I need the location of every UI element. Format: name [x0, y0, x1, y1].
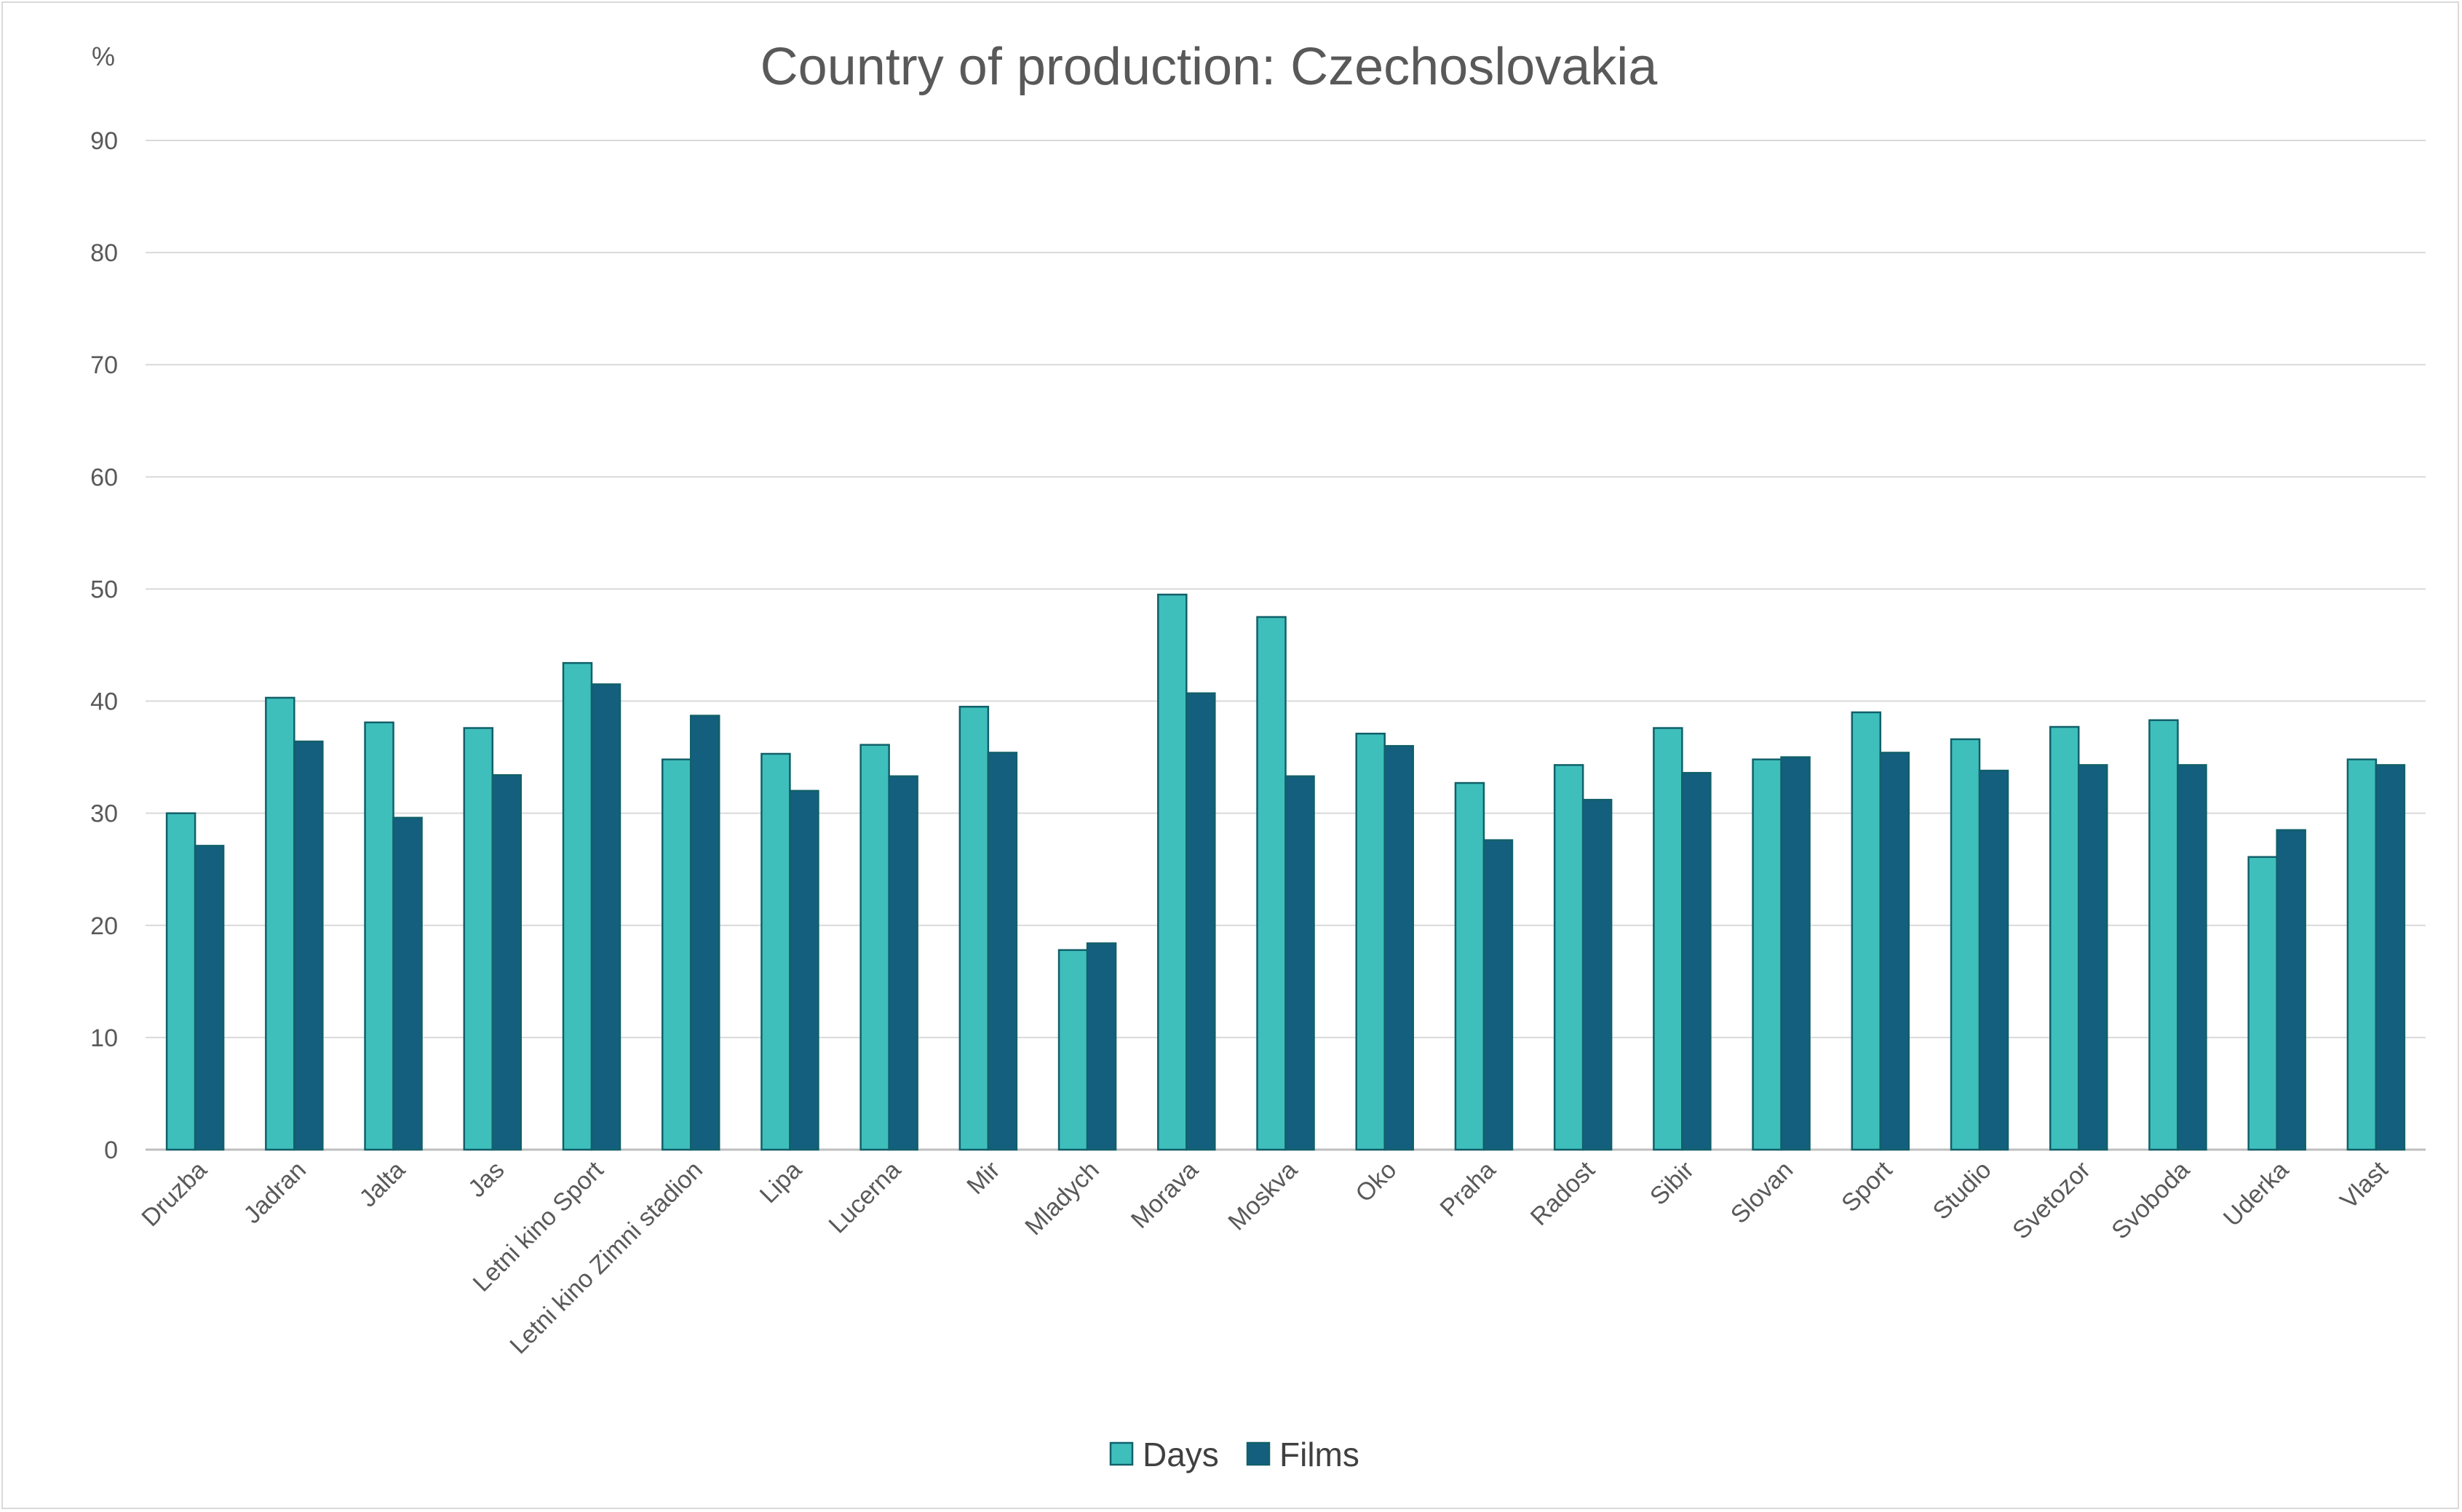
bar-days-sport	[1851, 711, 1882, 1151]
bar-days-mladych	[1057, 949, 1089, 1151]
bar-films-lipa	[789, 789, 819, 1151]
bar-days-vlast	[2346, 758, 2378, 1151]
bar-films-radost	[1581, 798, 1613, 1151]
legend-label-films: Films	[1279, 1436, 1359, 1473]
x-tick-label: Letni kino Zimni stadion	[504, 1156, 707, 1359]
x-tick-label: Vlast	[2335, 1155, 2394, 1214]
bar-films-sibir	[1681, 771, 1712, 1151]
bar-films-jadran	[293, 740, 324, 1151]
x-tick-label: Jas	[463, 1156, 509, 1203]
bar-films-mir	[987, 752, 1018, 1151]
x-tick-label: Praha	[1435, 1156, 1501, 1222]
bar-films-studio	[1978, 769, 2009, 1151]
x-tick-label: Oko	[1350, 1156, 1402, 1208]
y-tick-label: 20	[90, 912, 118, 940]
gridlines	[146, 140, 2426, 1151]
bar-days-praha	[1454, 781, 1485, 1151]
x-tick-label: Mir	[961, 1156, 1005, 1200]
y-axis-ticks: 0 10 20 30 40 50 60 70 80 90	[90, 127, 118, 1164]
x-tick-label: Lucerna	[824, 1156, 907, 1239]
bar-films-sport	[1879, 752, 1910, 1151]
bars	[165, 593, 2406, 1151]
x-tick-label: Sport	[1836, 1155, 1898, 1217]
bar-films-mladych	[1086, 942, 1117, 1151]
y-tick-label: 30	[90, 800, 118, 828]
y-axis-unit: %	[92, 41, 115, 71]
bar-days-jalta	[364, 721, 394, 1151]
bar-films-oko	[1383, 744, 1414, 1151]
legend-swatch-films	[1246, 1441, 1271, 1466]
bar-days-sibir	[1653, 727, 1683, 1151]
x-tick-label: Druzba	[136, 1156, 212, 1232]
chart-title: Country of production: Czechoslovakia	[761, 38, 1659, 96]
bar-days-uderka	[2247, 856, 2278, 1151]
y-tick-label: 40	[90, 688, 118, 716]
bar-days-jadran	[265, 696, 295, 1151]
y-tick-label: 70	[90, 351, 118, 379]
bar-days-slovan	[1752, 758, 1782, 1151]
bar-days-letni-kino-zimni-stadion	[661, 758, 692, 1151]
bar-films-letni-kino-zimni-stadion	[689, 715, 720, 1151]
bar-films-jas	[491, 774, 523, 1151]
legend-label-days: Days	[1143, 1436, 1219, 1473]
legend-swatch-days	[1109, 1441, 1134, 1466]
legend: Days Films	[1109, 1436, 1359, 1473]
bar-days-svoboda	[2148, 719, 2179, 1151]
x-tick-label: Jadran	[239, 1156, 311, 1229]
bar-films-svoboda	[2177, 764, 2207, 1151]
bar-films-letni-kino-sport	[590, 683, 622, 1151]
x-tick-label: Lipa	[755, 1156, 807, 1209]
y-tick-label: 60	[90, 463, 118, 491]
x-tick-label: Slovan	[1726, 1156, 1798, 1229]
x-tick-label: Uderka	[2218, 1156, 2294, 1232]
bar-days-jas	[463, 727, 494, 1151]
bar-films-jalta	[392, 816, 423, 1151]
y-tick-label: 10	[90, 1024, 118, 1052]
bar-films-uderka	[2276, 829, 2306, 1151]
bar-films-vlast	[2375, 764, 2406, 1151]
y-tick-label: 0	[104, 1137, 118, 1164]
bar-films-moskva	[1284, 775, 1315, 1151]
bar-days-oko	[1355, 732, 1386, 1151]
x-tick-label: Sibir	[1645, 1156, 1699, 1211]
bar-days-moskva	[1256, 616, 1287, 1151]
x-tick-label: Svetozor	[2007, 1156, 2096, 1245]
x-tick-label: Moskva	[1223, 1156, 1303, 1236]
bar-films-lucerna	[888, 775, 918, 1151]
y-tick-label: 50	[90, 576, 118, 603]
bar-films-morava	[1186, 692, 1216, 1151]
bar-days-lucerna	[859, 744, 890, 1151]
bar-days-druzba	[165, 812, 196, 1151]
x-tick-label: Jalta	[354, 1156, 411, 1213]
bar-days-radost	[1553, 764, 1584, 1151]
y-tick-label: 90	[90, 127, 118, 155]
bar-films-praha	[1482, 839, 1514, 1151]
bar-days-studio	[1950, 738, 1981, 1151]
y-tick-label: 80	[90, 239, 118, 267]
bar-days-morava	[1157, 593, 1188, 1151]
bar-days-lipa	[761, 752, 791, 1151]
bar-films-druzba	[194, 845, 225, 1151]
x-tick-label: Mladych	[1020, 1156, 1104, 1241]
x-tick-label: Morava	[1126, 1156, 1204, 1234]
bar-days-letni-kino-sport	[562, 661, 593, 1151]
bar-films-slovan	[1780, 756, 1811, 1151]
bar-days-mir	[958, 706, 990, 1151]
x-tick-label: Studio	[1928, 1156, 1997, 1225]
bar-films-svetozor	[2077, 764, 2108, 1151]
bar-days-svetozor	[2049, 725, 2080, 1151]
x-tick-label: Svoboda	[2106, 1156, 2195, 1245]
x-tick-label: Radost	[1525, 1155, 1600, 1230]
